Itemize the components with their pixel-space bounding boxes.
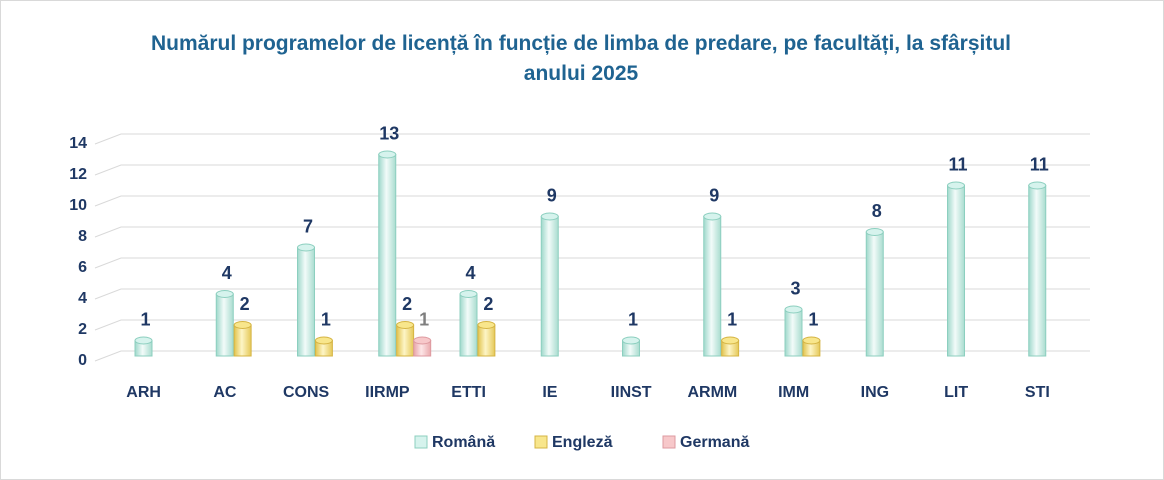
bar — [865, 231, 884, 357]
y-tick-label: 6 — [78, 259, 87, 276]
grid-line — [94, 226, 1090, 238]
bar-top — [215, 290, 234, 298]
data-label: 1 — [628, 309, 638, 329]
legend-label: Germană — [680, 434, 749, 451]
x-tick-label: AC — [213, 384, 237, 401]
x-tick-label: STI — [1025, 384, 1050, 401]
bar-top — [802, 336, 821, 345]
data-label: 11 — [1030, 154, 1049, 174]
bar-top — [1028, 181, 1047, 190]
y-tick-label: 2 — [78, 321, 87, 338]
bar-top — [459, 290, 478, 298]
data-label: 7 — [303, 216, 313, 236]
data-label: 1 — [727, 309, 737, 329]
x-tick-label: ARMM — [687, 384, 737, 401]
bar-top — [784, 305, 803, 314]
grid-line — [94, 350, 1090, 362]
bar — [396, 324, 415, 357]
bar-top — [233, 321, 252, 329]
y-tick-label: 8 — [78, 228, 87, 245]
x-tick-label: LIT — [944, 384, 968, 401]
grid-line — [94, 319, 1090, 331]
bar-top — [396, 321, 415, 329]
data-label: 2 — [483, 294, 493, 314]
bar — [784, 309, 803, 357]
data-label: 1 — [808, 309, 818, 329]
data-label: 9 — [709, 185, 719, 205]
legend-label: Română — [432, 434, 495, 451]
bar-top — [378, 150, 397, 159]
grid-line — [94, 133, 1090, 145]
data-label: 4 — [465, 263, 475, 283]
x-tick-label: ING — [861, 384, 889, 401]
x-tick-label: ETTI — [451, 384, 486, 401]
bar — [233, 324, 252, 357]
x-tick-label: ARH — [126, 384, 161, 401]
bar — [477, 324, 496, 357]
y-tick-label: 12 — [69, 166, 87, 183]
bar-top — [865, 228, 884, 236]
bar-top — [947, 181, 965, 190]
chart-title: Numărul programelor de licență în funcți… — [150, 32, 1012, 85]
grid-line — [94, 195, 1090, 207]
legend-label: Engleză — [552, 434, 613, 451]
y-tick-label: 0 — [78, 352, 87, 369]
bar-top — [477, 321, 496, 329]
legend-swatch — [534, 435, 548, 449]
x-tick-label: CONS — [283, 384, 330, 401]
bar-top — [134, 336, 153, 345]
grid-line — [94, 257, 1090, 269]
data-label: 11 — [948, 154, 967, 174]
legend-swatch — [414, 435, 428, 449]
bar — [703, 216, 722, 357]
x-tick-label: IE — [542, 384, 557, 401]
grid-line — [94, 288, 1090, 300]
bar-top — [297, 243, 315, 252]
data-label: 13 — [379, 123, 399, 143]
data-label: 1 — [140, 309, 150, 329]
data-label: 3 — [790, 278, 800, 298]
data-label: 4 — [222, 263, 232, 283]
legend-swatch — [662, 435, 676, 449]
bar-top — [721, 336, 740, 345]
data-label: 1 — [321, 309, 331, 329]
bar-top — [314, 336, 333, 345]
bar — [378, 154, 397, 357]
bar-top — [413, 336, 432, 345]
x-tick-label: IINST — [611, 384, 652, 401]
data-label: 1 — [419, 309, 429, 329]
y-tick-label: 4 — [78, 290, 87, 307]
data-label: 2 — [402, 294, 412, 314]
bar-top — [540, 212, 559, 221]
bar — [459, 293, 478, 357]
bar — [540, 216, 559, 357]
y-tick-label: 10 — [69, 197, 87, 214]
data-label: 2 — [240, 294, 250, 314]
y-tick-label: 14 — [69, 135, 87, 152]
bar — [215, 293, 234, 357]
x-tick-label: IMM — [778, 384, 809, 401]
grid-line — [94, 164, 1090, 176]
bar — [947, 185, 965, 357]
bar-top — [622, 336, 640, 345]
bar — [1028, 185, 1047, 357]
data-label: 8 — [872, 201, 882, 221]
data-label: 9 — [547, 185, 557, 205]
bar-top — [703, 212, 722, 221]
x-tick-label: IIRMP — [365, 384, 410, 401]
bar — [297, 247, 315, 357]
